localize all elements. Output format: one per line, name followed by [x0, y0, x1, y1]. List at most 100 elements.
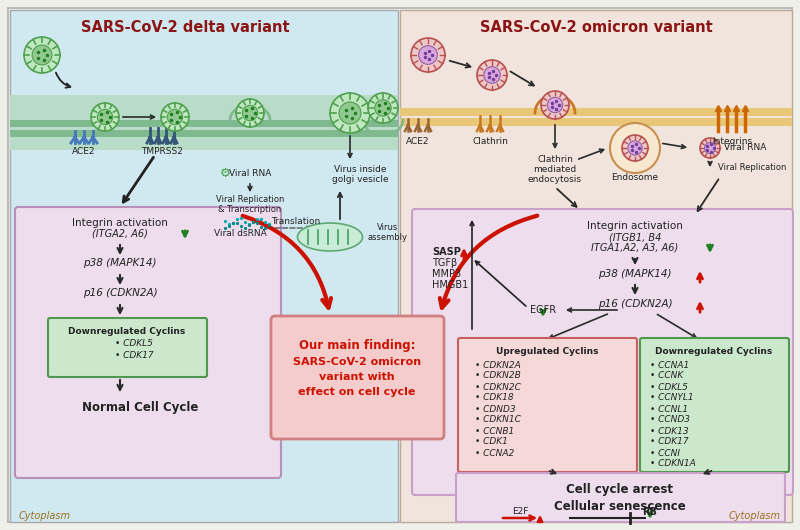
Circle shape [24, 37, 60, 73]
Text: • CCNL1: • CCNL1 [650, 404, 688, 413]
Text: TMPRSS2: TMPRSS2 [141, 147, 183, 156]
Circle shape [547, 98, 562, 113]
Text: Our main finding:: Our main finding: [298, 339, 415, 351]
Text: p16 (CDKN2A): p16 (CDKN2A) [598, 299, 672, 309]
Text: golgi vesicle: golgi vesicle [332, 174, 388, 183]
Circle shape [236, 99, 264, 127]
Text: EGFR: EGFR [530, 305, 556, 315]
Text: • CDND3: • CDND3 [475, 404, 516, 413]
Text: Viral RNA: Viral RNA [724, 144, 766, 153]
Text: ACE2: ACE2 [406, 137, 430, 146]
Circle shape [484, 67, 500, 83]
Text: p38 (MAPK14): p38 (MAPK14) [598, 269, 672, 279]
Text: • CCNI: • CCNI [650, 448, 680, 457]
Text: • CDKN2A: • CDKN2A [475, 360, 521, 369]
Circle shape [700, 138, 720, 158]
Text: • CDKN1A: • CDKN1A [650, 460, 696, 469]
Text: Clathrin: Clathrin [472, 137, 508, 146]
Circle shape [32, 45, 52, 65]
Text: • CCNA1: • CCNA1 [650, 360, 690, 369]
Circle shape [610, 123, 660, 173]
Text: Clathrin: Clathrin [537, 155, 573, 164]
Text: Downregulated Cyclins: Downregulated Cyclins [655, 348, 773, 357]
Text: Viral Replication: Viral Replication [718, 163, 786, 172]
Text: • CDKN1C: • CDKN1C [475, 416, 521, 425]
Text: HMGB1: HMGB1 [432, 280, 468, 290]
Text: Integrin activation: Integrin activation [72, 218, 168, 228]
Circle shape [705, 143, 715, 154]
FancyBboxPatch shape [458, 338, 637, 472]
Circle shape [161, 103, 189, 131]
Text: • CDKL5: • CDKL5 [650, 383, 688, 392]
Text: • CDK18: • CDK18 [475, 393, 514, 402]
Text: • CDKN2C: • CDKN2C [475, 383, 521, 392]
Circle shape [622, 135, 648, 161]
FancyBboxPatch shape [400, 118, 792, 126]
Text: • CCNYL1: • CCNYL1 [650, 393, 694, 402]
Text: Viral dsRNA: Viral dsRNA [214, 228, 266, 237]
FancyBboxPatch shape [640, 338, 789, 472]
Circle shape [418, 46, 438, 64]
Text: Normal Cell Cycle: Normal Cell Cycle [82, 402, 198, 414]
FancyBboxPatch shape [15, 207, 281, 478]
Text: ⚙: ⚙ [219, 166, 230, 180]
FancyBboxPatch shape [271, 316, 444, 439]
Text: • CCND3: • CCND3 [650, 416, 690, 425]
FancyBboxPatch shape [10, 120, 398, 127]
Text: ITGA1,A2, A3, A6): ITGA1,A2, A3, A6) [591, 243, 678, 253]
FancyBboxPatch shape [400, 108, 792, 116]
Text: Viral RNA: Viral RNA [229, 169, 271, 178]
Text: • CDK17: • CDK17 [115, 351, 154, 360]
Text: Virus: Virus [378, 224, 398, 233]
Circle shape [98, 109, 113, 125]
Text: • CDKN2B: • CDKN2B [475, 372, 521, 381]
Text: Integrins: Integrins [712, 137, 752, 146]
Text: Cell cycle arrest: Cell cycle arrest [566, 483, 674, 497]
Text: Cellular senescence: Cellular senescence [554, 499, 686, 513]
Text: • CCNB1: • CCNB1 [475, 427, 514, 436]
Circle shape [339, 102, 361, 124]
Text: Endosome: Endosome [611, 173, 658, 182]
Circle shape [242, 105, 258, 121]
Text: • CDK13: • CDK13 [650, 427, 689, 436]
Text: (ITGA2, A6): (ITGA2, A6) [92, 229, 148, 239]
Circle shape [167, 109, 182, 125]
Text: ACE2: ACE2 [72, 147, 96, 156]
FancyBboxPatch shape [10, 130, 398, 137]
Text: • CDK17: • CDK17 [650, 437, 689, 446]
Text: Translation: Translation [271, 216, 321, 225]
Text: assembly: assembly [368, 233, 408, 242]
FancyBboxPatch shape [10, 10, 398, 522]
Text: E2F: E2F [512, 508, 528, 517]
Text: • CCNA2: • CCNA2 [475, 448, 514, 457]
Text: SARS-CoV-2 omicron: SARS-CoV-2 omicron [293, 357, 421, 367]
Circle shape [91, 103, 119, 131]
FancyBboxPatch shape [8, 8, 792, 522]
Ellipse shape [298, 223, 362, 251]
Text: Cytoplasm: Cytoplasm [729, 511, 781, 521]
FancyBboxPatch shape [10, 95, 398, 150]
Circle shape [330, 93, 370, 133]
Text: Integrin activation: Integrin activation [587, 221, 683, 231]
Text: effect on cell cycle: effect on cell cycle [298, 387, 416, 397]
Text: SARS-CoV-2 delta variant: SARS-CoV-2 delta variant [81, 21, 290, 36]
Text: Upregulated Cyclins: Upregulated Cyclins [496, 348, 598, 357]
Text: • CDK1: • CDK1 [475, 437, 508, 446]
Text: endocytosis: endocytosis [528, 175, 582, 184]
Circle shape [411, 38, 445, 72]
FancyBboxPatch shape [412, 209, 793, 495]
Text: p38 (MAPK14): p38 (MAPK14) [83, 258, 157, 268]
Circle shape [628, 141, 642, 155]
Text: Cytoplasm: Cytoplasm [19, 511, 71, 521]
Circle shape [477, 60, 507, 90]
Text: Virus inside: Virus inside [334, 165, 386, 174]
FancyBboxPatch shape [456, 473, 785, 522]
Circle shape [368, 93, 398, 123]
Text: Downregulated Cyclins: Downregulated Cyclins [68, 328, 186, 337]
Circle shape [374, 100, 391, 116]
Text: mediated: mediated [534, 165, 577, 174]
Text: MMP3: MMP3 [432, 269, 461, 279]
Text: & Transcription: & Transcription [218, 205, 282, 214]
Circle shape [541, 91, 569, 119]
Text: variant with: variant with [319, 372, 395, 382]
